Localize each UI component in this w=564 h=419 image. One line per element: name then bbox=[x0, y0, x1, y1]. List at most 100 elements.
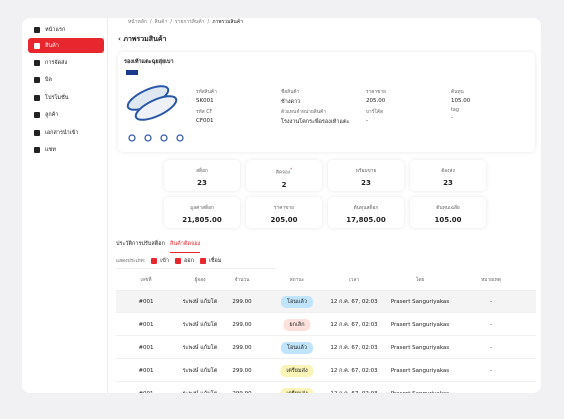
cell-text: Prasert Sanguriyakas bbox=[390, 322, 450, 328]
cell-text: 299.00 bbox=[232, 322, 252, 328]
page-title: ภาพรวมสินค้า bbox=[123, 35, 167, 43]
cell-text: Prasert Sanguriyakas bbox=[390, 368, 450, 374]
field-value: SK001 bbox=[196, 98, 214, 104]
sidebar-item[interactable]: แชท bbox=[28, 142, 104, 157]
field-label: รหัสสินค้า bbox=[196, 90, 217, 95]
cell-text: Prasert Sanguriyakas bbox=[391, 391, 449, 393]
sidebar-item[interactable]: บิล bbox=[28, 72, 104, 87]
icon bbox=[34, 146, 40, 153]
stat-label-text: ติดจอง bbox=[275, 170, 291, 176]
header-cell: โดย bbox=[415, 278, 425, 283]
field-value: ช้างดาว bbox=[281, 99, 301, 105]
stat-value: 105.00 bbox=[434, 216, 462, 224]
cell: ระพงษ์ แก้มโต bbox=[183, 314, 218, 336]
sidebar-item[interactable]: ลูกค้า bbox=[28, 107, 104, 122]
stat-label: มูลค่าสต็อก bbox=[164, 204, 240, 212]
cell: #001 bbox=[138, 360, 153, 382]
cell-text: ระพงษ์ แก้มโต bbox=[182, 345, 218, 351]
status-pill: โอนแล้ว bbox=[280, 296, 314, 308]
cell-text: ระพงษ์ แก้มโต bbox=[182, 299, 218, 305]
field-label: ต้นทุน bbox=[451, 90, 464, 95]
field: บาร์โค้ด - bbox=[366, 108, 383, 124]
crumb[interactable]: หน้าหลัก bbox=[128, 19, 147, 25]
cell-text: 299.00 bbox=[232, 391, 251, 393]
cell: Prasert Sanguriyakas bbox=[391, 360, 449, 382]
table-row: #001 ระพงษ์ แก้มโต 299.00 โอนแล้ว 12 ก.ค. 67… bbox=[116, 291, 536, 313]
cell-text: ระพงษ์ แก้มโต bbox=[182, 322, 218, 328]
cell-text: - bbox=[490, 299, 492, 305]
product-image bbox=[126, 70, 184, 142]
table-row: #001 ระพงษ์ แก้มโต 299.00 ยกเลิก 12 ก.ค. 67,… bbox=[116, 314, 536, 336]
cell: #001 bbox=[138, 337, 153, 359]
cell: 12 ก.ค. 67, 02:03 bbox=[330, 337, 377, 359]
cell: 12 ก.ค. 67, 02:03 bbox=[330, 291, 377, 313]
table-row: #001 ระพงษ์ แก้มโต 299.00 เตรียมส่ง 12 ก.ค. … bbox=[116, 360, 536, 382]
sidebar-label: บิล bbox=[45, 76, 52, 83]
sidebar-label: เอกสารนำเข้า bbox=[45, 129, 79, 136]
icon bbox=[34, 129, 40, 136]
sidebar-item[interactable]: หน้าแรก bbox=[28, 22, 104, 37]
sidebar-item[interactable]: โปรโมชั่น bbox=[28, 90, 104, 105]
crumb[interactable]: รายการสินค้า bbox=[174, 19, 205, 25]
stat-label: พร้อมขาย bbox=[328, 167, 404, 175]
cell: 12 ก.ค. 67, 02:03 bbox=[330, 360, 377, 382]
checkbox[interactable] bbox=[151, 257, 158, 264]
sidebar-item[interactable]: การจัดส่ง bbox=[28, 55, 104, 70]
cell-text: 12 ก.ค. 67, 02:03 bbox=[330, 299, 378, 305]
separator: / bbox=[207, 19, 210, 25]
stat-value: 17,805.00 bbox=[346, 216, 386, 224]
sidebar-item[interactable]: สินค้า bbox=[28, 38, 104, 53]
field-value: 105.00 bbox=[451, 98, 471, 104]
icon bbox=[34, 59, 40, 66]
stat-value: 23 bbox=[197, 179, 207, 187]
sidebar-label: โปรโมชั่น bbox=[45, 94, 69, 101]
field-value: 205.00 bbox=[366, 98, 386, 104]
sidebar-label: สินค้า bbox=[45, 42, 59, 49]
cell: ยกเลิก bbox=[283, 314, 311, 336]
stat-label: ราคาขาย bbox=[246, 204, 322, 212]
cell-text: 299.00 bbox=[232, 345, 252, 351]
sidebar: หน้าแรกสินค้าการจัดส่งบิลโปรโมชั่นลูกค้า… bbox=[22, 18, 108, 393]
filter-label: แสดงประเภท: bbox=[116, 259, 146, 264]
cell: ระพงษ์ แก้มโต bbox=[183, 360, 218, 382]
option-label: ออก bbox=[184, 258, 194, 264]
stat-label: สต็อก bbox=[164, 167, 240, 175]
checkbox[interactable] bbox=[175, 257, 181, 264]
cell: - bbox=[490, 314, 492, 336]
cell: เตรียมส่ง bbox=[280, 360, 314, 382]
field-label: ราคาขาย bbox=[366, 90, 386, 95]
stat-value: 205.00 bbox=[270, 216, 298, 224]
cell-text: 12 ก.ค. 67, 02:03 bbox=[330, 368, 378, 374]
crumb[interactable]: สินค้า bbox=[154, 19, 168, 25]
checkbox-option[interactable]: ออก bbox=[175, 257, 194, 264]
field-value: - bbox=[451, 115, 453, 121]
field: รหัส CF CF001 bbox=[196, 108, 214, 124]
cell: - bbox=[490, 291, 492, 313]
checkbox[interactable] bbox=[199, 257, 206, 264]
field-value: CF001 bbox=[196, 118, 214, 124]
field: ชื่อสินค้าช้างดาว bbox=[281, 88, 300, 106]
cell-text: 12 ก.ค. 67, 02:03 bbox=[330, 390, 377, 393]
field-label: ชื่อสินค้า bbox=[281, 90, 300, 95]
stat-label: ต้องส่ง bbox=[410, 167, 486, 175]
stat-value: 23 bbox=[361, 179, 371, 187]
cell: ระพงษ์ แก้มโต bbox=[183, 337, 218, 359]
cell: 299.00 bbox=[232, 337, 251, 359]
field-value: - bbox=[366, 118, 368, 124]
field-label: บาร์โค้ด bbox=[366, 110, 384, 115]
sidebar-label: การจัดส่ง bbox=[45, 59, 68, 66]
cell-text: #001 bbox=[138, 368, 154, 374]
icon bbox=[34, 42, 40, 49]
stat-label-text: พร้อมขาย bbox=[355, 169, 377, 174]
stat-label-text: ต้องส่ง bbox=[441, 169, 455, 174]
tab[interactable]: สินค้าติดจอง bbox=[170, 240, 201, 253]
checkbox-option[interactable]: เชื่อม bbox=[199, 257, 221, 264]
checkbox-option[interactable]: เข้า bbox=[151, 257, 169, 264]
sidebar-item[interactable]: เอกสารนำเข้า bbox=[28, 125, 104, 140]
sidebar-label: แชท bbox=[45, 146, 56, 153]
cell: Prasert Sanguriyakas bbox=[391, 383, 449, 393]
cell-text: - bbox=[490, 322, 492, 328]
stat-label: ต้นทุนสต็อก bbox=[328, 204, 404, 212]
tab[interactable]: ประวัติการปรับสต็อก bbox=[116, 241, 165, 247]
